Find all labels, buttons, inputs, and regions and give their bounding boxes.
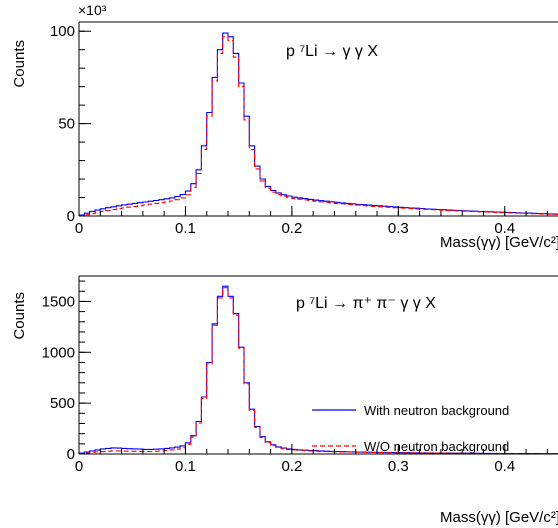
x-tick-label: 0 [75, 458, 83, 475]
legend-label-with-neutron: With neutron background [364, 403, 509, 418]
top-plot-ylabel: Counts [11, 40, 28, 88]
y-tick-label: 0 [67, 208, 75, 225]
x-tick-label: 0.3 [388, 458, 409, 475]
x-tick-label: 0.4 [494, 220, 515, 237]
bottom-plot-ylabel: Counts [11, 292, 28, 340]
y-tick-label: 1000 [42, 344, 75, 361]
y-tick-label: 50 [58, 116, 75, 133]
top-plot-title: p ⁷Li → γ γ X [286, 43, 378, 60]
x-tick-label: 0.2 [281, 458, 302, 475]
bottom-plot-xlabel: Mass(γγ) [GeV/c²] [440, 509, 558, 526]
legend-label-without-neutron: W/O neutron background [364, 439, 509, 454]
bottom-plot-panel: p ⁷Li → π⁺ π⁻ γ γ X Mass(γγ) [GeV/c²] Co… [11, 275, 558, 526]
x-tick-label: 0.3 [388, 220, 409, 237]
series-without-neutron-histogram [78, 36, 558, 217]
legend: With neutron background W/O neutron back… [312, 403, 509, 454]
x-tick-label: 0.1 [175, 220, 196, 237]
y-tick-label: 100 [50, 23, 75, 40]
x-tick-label: 0 [75, 220, 83, 237]
x-tick-label: 0.1 [175, 458, 196, 475]
top-plot-y-multiplier: ×10³ [78, 2, 107, 18]
y-tick-label: 500 [50, 395, 75, 412]
x-tick-label: 0.4 [494, 458, 515, 475]
y-tick-label: 0 [67, 446, 75, 463]
x-tick-label: 0.2 [281, 220, 302, 237]
top-plot-panel: ×10³ p ⁷Li → γ γ X Mass(γγ) [GeV/c²] Cou… [11, 2, 558, 251]
series-without-neutron-histogram [78, 287, 558, 455]
series-with-neutron-histogram [78, 32, 558, 216]
bottom-plot-title: p ⁷Li → π⁺ π⁻ γ γ X [296, 295, 436, 312]
y-tick-label: 1500 [42, 293, 75, 310]
top-plot-xlabel: Mass(γγ) [GeV/c²] [440, 234, 558, 251]
